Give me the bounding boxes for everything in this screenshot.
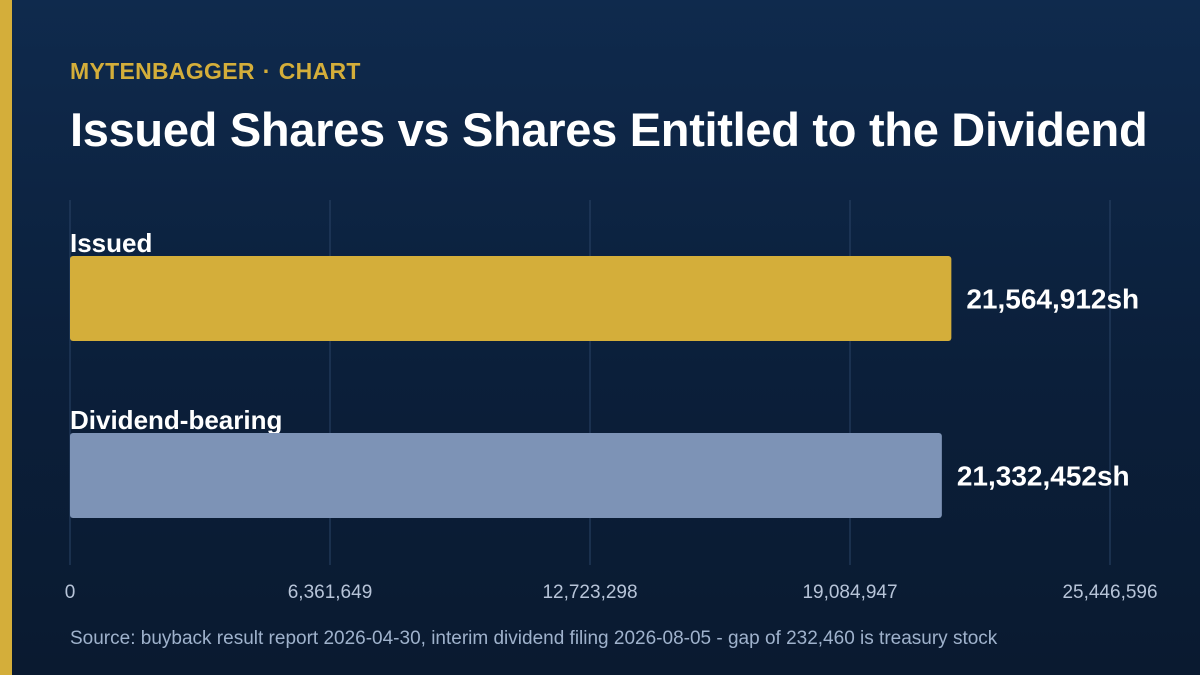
x-tick-label: 6,361,649 [288,582,373,603]
brand-section: CHART [278,58,361,84]
data-label: 21,332,452sh [957,461,1130,492]
brand-label: MYTENBAGGER · CHART [70,58,361,85]
x-tick-label: 19,084,947 [802,582,897,603]
accent-bar [0,0,12,675]
x-tick-label: 0 [65,582,76,603]
bar [70,433,942,518]
chart-title: Issued Shares vs Shares Entitled to the … [70,103,1148,156]
bar [70,256,952,341]
source-note: Source: buyback result report 2026-04-30… [70,628,998,649]
category-label: Dividend-bearing [70,405,282,435]
data-label: 21,564,912sh [966,284,1139,315]
brand-separator: · [262,58,271,84]
x-tick-label: 12,723,298 [542,582,637,603]
x-tick-label: 25,446,596 [1062,582,1157,603]
brand-name: MYTENBAGGER [70,58,255,84]
category-label: Issued [70,228,152,258]
